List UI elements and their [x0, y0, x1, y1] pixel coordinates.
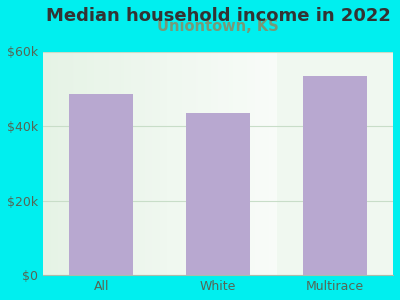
Title: Median household income in 2022: Median household income in 2022 — [46, 7, 390, 25]
Bar — [303, 76, 367, 275]
Bar — [69, 94, 133, 275]
Bar — [186, 113, 250, 275]
Text: Uniontown, KS: Uniontown, KS — [157, 19, 279, 34]
